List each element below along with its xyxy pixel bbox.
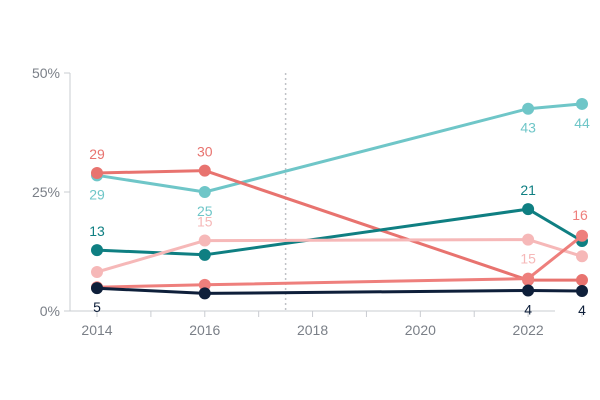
data-point xyxy=(198,278,211,291)
series-line xyxy=(95,238,584,274)
data-point xyxy=(522,102,535,115)
series-line xyxy=(95,234,584,289)
series-layer xyxy=(91,97,588,300)
data-point xyxy=(91,244,103,257)
data-point xyxy=(198,164,211,177)
data-label: 16 xyxy=(572,207,588,223)
data-point xyxy=(522,203,535,216)
series-line xyxy=(95,207,584,257)
data-point xyxy=(522,284,535,297)
x-tick-label: 2018 xyxy=(297,322,328,338)
data-point xyxy=(576,274,588,287)
y-tick-label: 50% xyxy=(32,65,60,81)
data-point xyxy=(576,250,588,263)
data-label: 15 xyxy=(197,214,213,230)
data-point xyxy=(91,166,103,179)
x-tick-label: 2014 xyxy=(81,322,112,338)
series-line xyxy=(95,102,584,194)
data-point xyxy=(198,186,211,198)
data-label: 43 xyxy=(520,120,536,136)
data-label: 15 xyxy=(520,251,536,267)
data-point xyxy=(198,287,211,300)
chart-axes: 0% 25% 50% 2014 2016 2018 2020 2022 xyxy=(32,65,583,338)
data-label: 30 xyxy=(197,144,213,160)
data-label: 21 xyxy=(520,182,536,198)
series-1 xyxy=(91,164,588,287)
data-label: 5 xyxy=(93,299,101,315)
data-label: 4 xyxy=(578,302,586,318)
series-line xyxy=(95,286,584,295)
data-label: 25 xyxy=(197,203,213,219)
series-5 xyxy=(91,282,588,300)
data-point xyxy=(522,233,535,246)
data-label: 29 xyxy=(89,146,105,162)
data-point xyxy=(198,234,211,247)
data-point xyxy=(576,285,588,298)
x-tick-label: 2016 xyxy=(189,322,220,338)
data-point xyxy=(91,265,103,278)
data-point xyxy=(576,97,588,110)
x-tick-label: 2022 xyxy=(513,322,544,338)
data-point xyxy=(522,272,535,285)
y-tick-label: 0% xyxy=(40,303,60,319)
x-tick-label: 2020 xyxy=(405,322,436,338)
data-label: 44 xyxy=(574,115,590,131)
data-point xyxy=(576,229,588,242)
data-label: 13 xyxy=(89,223,105,239)
y-tick-label: 25% xyxy=(32,184,60,200)
series-0 xyxy=(91,97,588,198)
series-line xyxy=(95,169,584,282)
data-point xyxy=(91,282,103,295)
data-point xyxy=(198,248,211,261)
data-label: 29 xyxy=(89,186,105,202)
data-label: 4 xyxy=(524,302,532,318)
series-3 xyxy=(91,233,588,278)
